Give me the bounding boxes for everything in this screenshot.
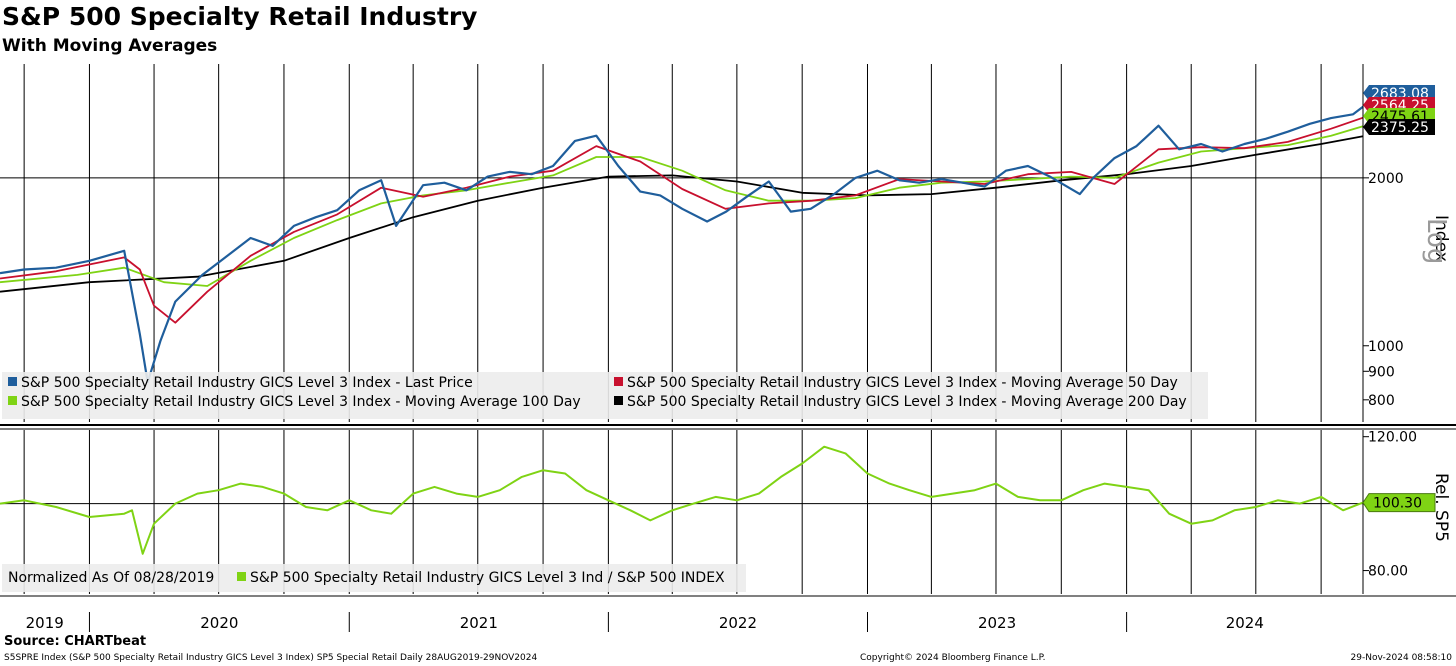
price-legend-background bbox=[2, 372, 1208, 419]
legend-label-ma200: S&P 500 Specialty Retail Industry GICS L… bbox=[627, 394, 1187, 410]
chart-subtitle: With Moving Averages bbox=[2, 36, 218, 56]
last-value-label: 100.30 bbox=[1373, 496, 1422, 512]
price-series-lines bbox=[0, 105, 1364, 384]
price-gridlines bbox=[0, 64, 1363, 422]
relative-last-value-tags: 100.30 bbox=[1362, 493, 1436, 513]
legend-swatch-ma100 bbox=[8, 396, 17, 405]
year-label: 2023 bbox=[978, 614, 1016, 632]
legend-label-relative: S&P 500 Specialty Retail Industry GICS L… bbox=[250, 570, 725, 586]
normalization-note: Normalized As Of 08/28/2019 bbox=[8, 570, 214, 586]
year-label: 2020 bbox=[200, 614, 238, 632]
relative-gridlines bbox=[0, 430, 1363, 594]
price-y-tick-label: 800 bbox=[1368, 393, 1395, 409]
series-line-ma200 bbox=[0, 135, 1364, 293]
series-line-relative bbox=[0, 445, 1364, 555]
price-y-tick-label: 2000 bbox=[1368, 171, 1404, 187]
series-line-ma100 bbox=[0, 125, 1364, 287]
relative-y-tick-label: 120.00 bbox=[1368, 430, 1417, 446]
year-label: 2021 bbox=[460, 614, 498, 632]
legend-label-last-price: S&P 500 Specialty Retail Industry GICS L… bbox=[21, 375, 473, 391]
footer-timestamp: 29-Nov-2024 08:58:10 bbox=[1350, 653, 1452, 663]
series-line-ma50 bbox=[0, 116, 1364, 324]
log-scale-label: Log bbox=[1421, 218, 1451, 264]
legend-label-ma100: S&P 500 Specialty Retail Industry GICS L… bbox=[21, 394, 581, 410]
price-y-tick-label: 1000 bbox=[1368, 339, 1404, 355]
price-legend: S&P 500 Specialty Retail Industry GICS L… bbox=[2, 372, 1208, 419]
year-axis: 2019 2020 2021 2022 2023 2024 bbox=[0, 595, 1456, 632]
last-value-tag bbox=[1363, 119, 1435, 135]
price-y-axis-label: Index bbox=[1431, 215, 1451, 262]
series-line-last-price bbox=[0, 105, 1364, 384]
year-label: 2024 bbox=[1226, 614, 1264, 632]
relative-legend: Normalized As Of 08/28/2019 S&P 500 Speci… bbox=[2, 564, 746, 592]
legend-swatch-relative bbox=[237, 572, 246, 581]
legend-swatch-last-price bbox=[8, 377, 17, 386]
legend-swatch-ma50 bbox=[614, 377, 623, 386]
year-label: 2019 bbox=[26, 614, 64, 632]
legend-swatch-ma200 bbox=[614, 396, 623, 405]
relative-legend-background bbox=[2, 564, 746, 592]
source-note: Source: CHARTbeat bbox=[4, 634, 147, 649]
chart-title: S&P 500 Specialty Retail Industry bbox=[2, 2, 478, 31]
footer-index-description: S5SPRE Index (S&P 500 Specialty Retail I… bbox=[4, 653, 538, 663]
last-value-label: 2375.25 bbox=[1371, 120, 1429, 136]
year-label: 2022 bbox=[719, 614, 757, 632]
legend-label-ma50: S&P 500 Specialty Retail Industry GICS L… bbox=[627, 375, 1178, 391]
relative-y-axis: 80.00 120.00 bbox=[1362, 430, 1417, 594]
footer-copyright: Copyright© 2024 Bloomberg Finance L.P. bbox=[860, 653, 1046, 663]
price-y-axis: 800 900 1000 2000 bbox=[1362, 64, 1404, 422]
relative-panel: 80.00 120.00 100.30 Normalized As Of 08/2… bbox=[0, 430, 1436, 594]
price-panel: 800 900 1000 2000 2683.082564.252475.612375… bbox=[0, 64, 1435, 422]
price-y-tick-label: 900 bbox=[1368, 364, 1395, 380]
relative-y-tick-label: 80.00 bbox=[1368, 564, 1408, 580]
last-value-tag bbox=[1362, 493, 1436, 513]
relative-y-axis-label: Rel. SP5 bbox=[1431, 473, 1451, 542]
relative-series-lines bbox=[0, 445, 1364, 555]
